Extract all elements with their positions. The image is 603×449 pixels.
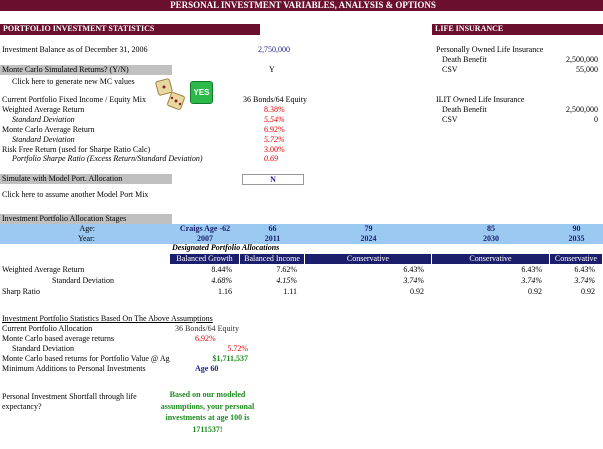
label: Weighted Average Return xyxy=(2,265,85,274)
page-title: PERSONAL INVESTMENT VARIABLES, ANALYSIS … xyxy=(0,0,603,11)
value: 2,500,000 xyxy=(566,55,598,64)
allocation-header: Balanced Income xyxy=(240,254,305,264)
value: 5.54% xyxy=(264,115,285,124)
stage-year: 2030 xyxy=(483,234,499,243)
value[interactable]: Y xyxy=(269,65,275,74)
label: CSV xyxy=(442,115,458,124)
allocation-header: Conservative xyxy=(432,254,550,264)
value: $1,711,537 xyxy=(212,354,248,363)
label: Risk Free Return (used for Sharpe Ratio … xyxy=(2,145,151,154)
label: Standard Deviation xyxy=(12,135,75,144)
label: Weighted Average Return xyxy=(2,105,85,114)
label: Standard Deviation xyxy=(52,276,114,285)
stage-year: 2007 xyxy=(197,234,213,243)
stage-age: 85 xyxy=(487,224,495,233)
value: 6.43% xyxy=(574,265,595,274)
value: 0 xyxy=(594,115,598,124)
dice-icon xyxy=(155,78,185,110)
value: 3.74% xyxy=(521,276,542,285)
label: Year: xyxy=(78,234,95,243)
value: 0.69 xyxy=(264,154,278,163)
stage-year: 2024 xyxy=(360,234,377,243)
value: 0.92 xyxy=(410,287,424,296)
message: Based on our modeled assumptions, your p… xyxy=(160,390,255,434)
value: 3.00% xyxy=(264,145,285,154)
value: 6.92% xyxy=(264,125,285,134)
label: Age: xyxy=(79,224,95,233)
value: 2,500,000 xyxy=(566,105,598,114)
value: 3.74% xyxy=(403,276,424,285)
label: Portfolio Sharpe Ratio (Excess Return/St… xyxy=(12,154,203,163)
label: Sharp Ratio xyxy=(2,287,40,296)
label: Personal Investment Shortfall through li… xyxy=(2,392,137,411)
label: Simulate with Model Port. Allocation xyxy=(0,174,172,184)
stage-age: 66 xyxy=(268,224,277,233)
value: 0.92 xyxy=(581,287,595,296)
link[interactable]: Click here to assume another Model Port … xyxy=(2,190,149,199)
label: ILIT Owned Life Insurance xyxy=(436,95,525,104)
value: 6.43% xyxy=(403,265,424,274)
label: Standard Deviation xyxy=(12,344,74,353)
label: Investment Balance as of December 31, 20… xyxy=(2,45,148,54)
label: Death Benefit xyxy=(442,105,487,114)
label: Death Benefit xyxy=(442,55,487,64)
stage-age: Craigs Age -62 xyxy=(179,224,231,233)
value: 1.11 xyxy=(283,287,297,296)
value: 6.92% xyxy=(195,334,216,343)
input[interactable]: N xyxy=(242,174,304,185)
stage-year: 2035 xyxy=(568,234,585,243)
yes-button[interactable]: YES xyxy=(190,81,213,104)
value: 3.74% xyxy=(574,276,595,285)
label: Monte Carlo based returns for Portfolio … xyxy=(2,354,170,363)
value: 36 Bonds/64 Equity xyxy=(175,324,240,333)
value: 1.16 xyxy=(218,287,232,296)
label: Monte Carlo Average Return xyxy=(2,125,95,134)
value: 7.62% xyxy=(276,265,297,274)
value: 5.72% xyxy=(227,344,248,353)
label: CSV xyxy=(442,65,458,74)
allocation-header: Conservative xyxy=(550,254,603,264)
stage-age: 90 xyxy=(572,224,581,233)
allocation-header: Balanced Growth xyxy=(170,254,240,264)
value: 4.15% xyxy=(276,276,297,285)
stage-year: 2011 xyxy=(264,234,281,243)
label: Monte Carlo based average returns xyxy=(2,334,114,343)
section-header: PORTFOLIO INVESTMENT STATISTICS xyxy=(0,24,260,35)
value: 5.72% xyxy=(264,135,285,144)
link[interactable]: Click here to generate new MC values xyxy=(12,77,135,86)
label: Personally Owned Life Insurance xyxy=(436,45,544,54)
value: Age 60 xyxy=(195,364,219,373)
label: Monte Carlo Simulated Returns? (Y/N) xyxy=(0,65,172,75)
allocation-header: Conservative xyxy=(305,254,432,264)
value: 6.43% xyxy=(521,265,542,274)
value: 2,750,000 xyxy=(258,45,290,54)
value: 0.92 xyxy=(528,287,542,296)
value: 55,000 xyxy=(576,65,598,74)
stage-age: 79 xyxy=(364,224,373,233)
value: 4.68% xyxy=(211,276,232,285)
value: 8.44% xyxy=(211,265,232,274)
section-title: Investment Portfolio Statistics Based On… xyxy=(2,314,213,323)
label: Designated Portfolio Allocations xyxy=(172,243,280,252)
label: Current Portfolio Fixed Income / Equity … xyxy=(2,95,146,104)
section-header: LIFE INSURANCE xyxy=(432,24,603,35)
value: 36 Bonds/64 Equity xyxy=(243,95,308,104)
label: Standard Deviation xyxy=(12,115,75,124)
value: 8.38% xyxy=(264,105,285,114)
label: Investment Portfolio Allocation Stages xyxy=(0,214,172,224)
label: Minimum Additions to Personal Investment… xyxy=(2,364,146,373)
label: Current Portfolio Allocation xyxy=(2,324,93,333)
